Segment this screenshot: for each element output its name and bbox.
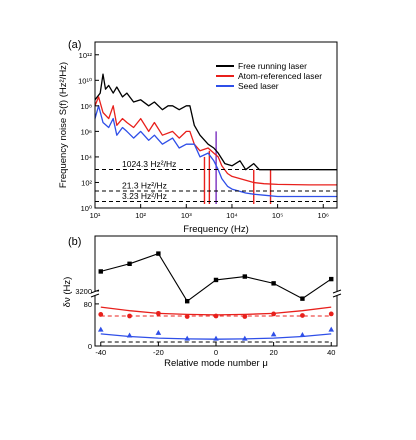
panel-a-x-tick-label-5: 10⁶ bbox=[318, 211, 329, 220]
panel-a-label: (a) bbox=[68, 39, 81, 51]
panel-a-y-tick-label-0: 10⁰ bbox=[81, 204, 92, 213]
panel-b-series-0-point-0 bbox=[98, 269, 103, 274]
panel-b-series-0-point-4 bbox=[213, 277, 219, 283]
panel-b-series-2-point-5 bbox=[242, 335, 248, 341]
panel-a-x-tick-label-1: 10² bbox=[135, 211, 146, 220]
panel-b-series-0-point-2 bbox=[156, 251, 161, 256]
panel-a-y-tick-label-1: 10² bbox=[81, 178, 92, 187]
panel-b-series-1-point-3 bbox=[184, 314, 190, 319]
panel-b-series-0-point-7 bbox=[300, 296, 305, 301]
panel-b-x-tick-label-1: -20 bbox=[153, 348, 164, 357]
panel-b-x-tick-label-0: -40 bbox=[95, 348, 106, 357]
panel-b-series-0-point-1 bbox=[127, 261, 132, 266]
panel-b-x-tick-label-2: 0 bbox=[214, 348, 218, 357]
panel-a-y-tick-label-6: 10¹² bbox=[79, 51, 93, 60]
panel-a-x-tick-label-2: 10³ bbox=[181, 211, 192, 220]
panel-a-reference-label-2: 3.23 Hz²/Hz bbox=[122, 191, 167, 201]
panel-b-series-2-point-0 bbox=[97, 326, 104, 332]
panel-a-reference-lines: 1024.3 Hz²/Hz 21.3 Hz²/Hz3.23 Hz²/Hz bbox=[95, 158, 337, 202]
panel-a-y-tick-label-4: 10⁸ bbox=[80, 102, 92, 111]
panel-a-x-tick-label-3: 10⁴ bbox=[226, 211, 238, 220]
panel-a-ticks: 10¹ 10² 10³ 10⁴ 10⁵ 10⁶ 10⁰ 10² 10⁴ 10⁶ 10⁸ 10¹⁰ 10¹… bbox=[78, 51, 329, 220]
panel-a-y-tick-label-2: 10⁴ bbox=[80, 153, 92, 162]
panel-a-x-axis-label: Frequency (Hz) bbox=[183, 224, 248, 235]
panel-b-break-mark-top-1 bbox=[332, 289, 342, 294]
panel-b-axis-break bbox=[90, 289, 342, 298]
panel-b-y-tick-label-lower-1: 80 bbox=[84, 300, 92, 309]
panel-b-series-1-point-0 bbox=[98, 312, 104, 317]
panel-b-series-1-point-2 bbox=[155, 310, 161, 316]
panel-a-y-axis-label: Frequency noise S(f) (Hz²/Hz) bbox=[58, 62, 69, 188]
panel-b-plot bbox=[97, 251, 335, 343]
panel-a-x-tick-label-0: 10¹ bbox=[90, 211, 101, 220]
panel-b-break-mark-bottom-1 bbox=[332, 293, 342, 298]
panel-a: (a) 10¹ 10² 10³ 10⁴ 10⁵ 10⁶10⁰10²10⁴10⁶10⁸10¹… bbox=[58, 39, 338, 235]
panel-b-ticks: -40 -20 0 20 40 3200 0 80 bbox=[75, 287, 335, 357]
panel-b-series-1-point-1 bbox=[127, 313, 132, 319]
panel-a-series-line-0 bbox=[94, 73, 337, 171]
panel-b-y-tick-label-upper-0: 3200 bbox=[75, 287, 92, 296]
panel-b-x-tick-label-4: 40 bbox=[327, 348, 335, 357]
panel-b-series-2-point-4 bbox=[213, 335, 219, 341]
panel-b-series-2-point-1 bbox=[126, 332, 133, 338]
panel-b-series-0-point-8 bbox=[329, 276, 334, 282]
panel-b-series-2-point-3 bbox=[184, 335, 190, 341]
panel-a-legend-label-0: Free running laser bbox=[238, 61, 307, 71]
panel-b-x-tick-label-3: 20 bbox=[269, 348, 277, 357]
panel-b-series-2-point-6 bbox=[270, 331, 277, 337]
panel-b-break-mask-0 bbox=[91, 291, 99, 296]
panel-b-series-1-point-4 bbox=[213, 313, 219, 319]
panel-a-reference-label-0: 1024.3 Hz²/Hz bbox=[122, 159, 176, 169]
panel-b-series-0-point-3 bbox=[184, 299, 190, 304]
panel-b-series-2-point-7 bbox=[299, 331, 306, 337]
panel-b-series-1-point-6 bbox=[271, 311, 277, 317]
panel-a-series-line-1 bbox=[94, 96, 337, 186]
panel-a-legend-label-2: Seed laser bbox=[238, 81, 279, 91]
panel-a-legend-label-1: Atom-referenced laser bbox=[238, 71, 322, 81]
panel-b-series-line-0 bbox=[100, 252, 332, 303]
panel-b-series-0-point-6 bbox=[271, 281, 276, 286]
panel-b-y-tick-label-lower-0: 0 bbox=[88, 342, 92, 351]
panel-b-series-0-point-5 bbox=[242, 274, 248, 279]
panel-a-plot bbox=[94, 73, 337, 204]
panel-a-y-tick-label-5: 10¹⁰ bbox=[78, 76, 92, 85]
panel-b-series-1-point-5 bbox=[242, 314, 248, 319]
panel-a-x-tick-label-4: 10⁵ bbox=[272, 211, 283, 220]
panel-b: (b) -40 -20 0 20 40 3200 0 80 Relative mode num… bbox=[62, 235, 342, 369]
panel-b-series-2-point-8 bbox=[328, 326, 335, 332]
panel-b-label: (b) bbox=[68, 236, 81, 248]
panel-b-series-2-point-2 bbox=[155, 329, 162, 335]
panel-b-y-axis-label: δν (Hz) bbox=[62, 277, 73, 308]
panel-b-x-axis-label: Relative mode number μ bbox=[164, 358, 268, 369]
panel-a-reference-label-1: 21.3 Hz²/Hz bbox=[122, 181, 167, 191]
panel-b-series-1-point-8 bbox=[328, 311, 334, 317]
panel-b-frame bbox=[94, 235, 338, 347]
panel-b-break-mask-1 bbox=[333, 291, 341, 296]
panel-b-break-mark-bottom-0 bbox=[90, 293, 100, 298]
panel-a-frame bbox=[94, 41, 338, 209]
panel-a-y-tick-label-3: 10⁶ bbox=[81, 127, 92, 136]
panel-a-series-line-2 bbox=[94, 105, 337, 198]
panel-b-series-1-point-7 bbox=[300, 313, 305, 318]
